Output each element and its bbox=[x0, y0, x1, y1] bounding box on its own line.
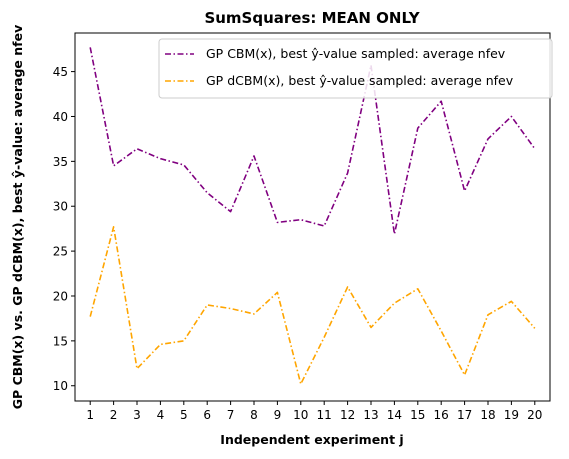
series-layer bbox=[89, 47, 536, 385]
plot-frame bbox=[74, 32, 551, 402]
plot-area bbox=[74, 32, 551, 402]
legend-label-series-1: GP CBM(x), best ŷ-value sampled: average… bbox=[206, 46, 506, 61]
x-tick-label: 18 bbox=[480, 408, 495, 422]
y-axis-ticks: 10 15 20 25 30 35 40 45 bbox=[53, 65, 75, 393]
x-tick-label: 10 bbox=[293, 408, 308, 422]
x-tick-label: 12 bbox=[340, 408, 355, 422]
y-tick-label: 45 bbox=[53, 65, 68, 79]
x-tick-label: 14 bbox=[387, 408, 402, 422]
series-line-2 bbox=[89, 226, 536, 385]
x-tick-label: 2 bbox=[110, 408, 118, 422]
x-tick-label: 11 bbox=[317, 408, 332, 422]
y-tick-label: 30 bbox=[53, 200, 68, 214]
x-tick-label: 20 bbox=[527, 408, 542, 422]
y-tick-label: 10 bbox=[53, 379, 68, 393]
y-tick-label: 35 bbox=[53, 155, 68, 169]
legend: GP CBM(x), best ŷ-value sampled: average… bbox=[158, 38, 553, 99]
x-tick-label: 16 bbox=[434, 408, 449, 422]
series-line-1 bbox=[89, 47, 536, 235]
legend-label-series-2: GP dCBM(x), best ŷ-value sampled: averag… bbox=[206, 73, 514, 88]
x-tick-label: 1 bbox=[86, 408, 94, 422]
x-axis-ticks: 1 2 3 4 5 6 7 8 9 10 11 12 13 14 15 16 17 18 19 20 bbox=[86, 401, 542, 422]
x-tick-label: 4 bbox=[157, 408, 165, 422]
x-tick-label: 5 bbox=[180, 408, 188, 422]
x-tick-label: 7 bbox=[227, 408, 235, 422]
y-tick-label: 40 bbox=[53, 110, 68, 124]
x-tick-label: 9 bbox=[274, 408, 282, 422]
x-tick-label: 13 bbox=[363, 408, 378, 422]
x-axis-title: Independent experiment j bbox=[220, 432, 403, 447]
y-tick-label: 15 bbox=[53, 334, 68, 348]
x-tick-label: 19 bbox=[504, 408, 519, 422]
legend-box bbox=[158, 38, 553, 99]
x-tick-label: 8 bbox=[250, 408, 258, 422]
chart-title: SumSquares: MEAN ONLY bbox=[204, 9, 420, 27]
x-tick-label: 17 bbox=[457, 408, 472, 422]
y-tick-label: 25 bbox=[53, 245, 68, 259]
x-tick-label: 15 bbox=[410, 408, 425, 422]
x-tick-label: 6 bbox=[203, 408, 211, 422]
y-axis-title: GP CBM(x) vs. GP dCBM(x), best ŷ-value: … bbox=[10, 25, 25, 409]
x-tick-label: 3 bbox=[133, 408, 141, 422]
y-tick-label: 20 bbox=[53, 289, 68, 303]
